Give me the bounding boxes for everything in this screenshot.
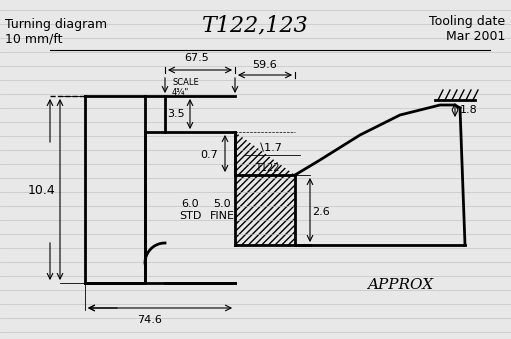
Text: 2.6: 2.6 xyxy=(312,207,330,217)
Text: 0.7: 0.7 xyxy=(200,150,218,160)
Text: SCALE
4¾": SCALE 4¾" xyxy=(172,78,199,97)
Text: 59.6: 59.6 xyxy=(252,60,277,70)
Text: 6.0
STD: 6.0 STD xyxy=(179,199,201,221)
Text: 10.4: 10.4 xyxy=(27,183,55,197)
Text: ∖1.7: ∖1.7 xyxy=(258,143,283,153)
Text: Turning diagram
10 mm/ft: Turning diagram 10 mm/ft xyxy=(5,18,107,46)
Text: 74.6: 74.6 xyxy=(137,315,162,325)
Text: APPROX: APPROX xyxy=(367,278,433,292)
Text: 3.5: 3.5 xyxy=(168,109,185,119)
Text: 67.5: 67.5 xyxy=(184,53,210,63)
Text: 1.8: 1.8 xyxy=(460,105,478,115)
Text: T122: T122 xyxy=(255,163,280,173)
Text: Tooling date
Mar 2001: Tooling date Mar 2001 xyxy=(429,15,505,43)
Text: 5.0
FINE: 5.0 FINE xyxy=(210,199,235,221)
Text: T122,123: T122,123 xyxy=(202,14,308,36)
